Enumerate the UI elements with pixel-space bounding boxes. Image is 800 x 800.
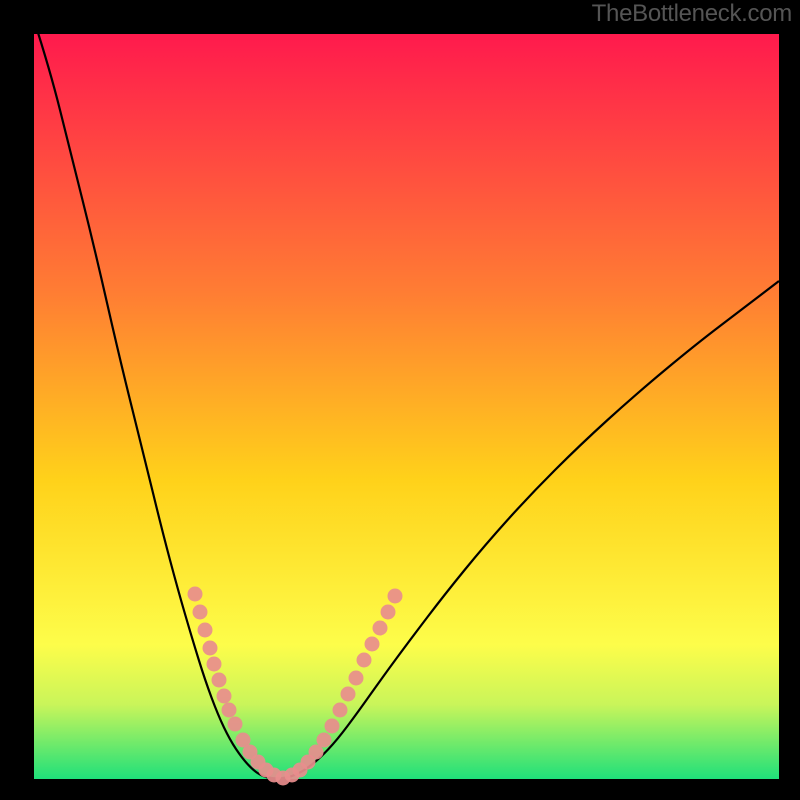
plot-svg (0, 0, 800, 800)
marker-point (198, 623, 213, 638)
marker-group (188, 587, 403, 786)
marker-point (388, 589, 403, 604)
bottleneck-curve (34, 20, 779, 779)
marker-point (317, 733, 332, 748)
marker-point (228, 717, 243, 732)
marker-point (325, 719, 340, 734)
marker-point (212, 673, 227, 688)
marker-point (193, 605, 208, 620)
marker-point (341, 687, 356, 702)
marker-point (217, 689, 232, 704)
marker-point (203, 641, 218, 656)
marker-point (357, 653, 372, 668)
marker-point (333, 703, 348, 718)
marker-point (207, 657, 222, 672)
marker-point (373, 621, 388, 636)
marker-point (222, 703, 237, 718)
marker-point (349, 671, 364, 686)
attribution-text: TheBottleneck.com (592, 0, 792, 28)
marker-point (188, 587, 203, 602)
marker-point (365, 637, 380, 652)
marker-point (381, 605, 396, 620)
